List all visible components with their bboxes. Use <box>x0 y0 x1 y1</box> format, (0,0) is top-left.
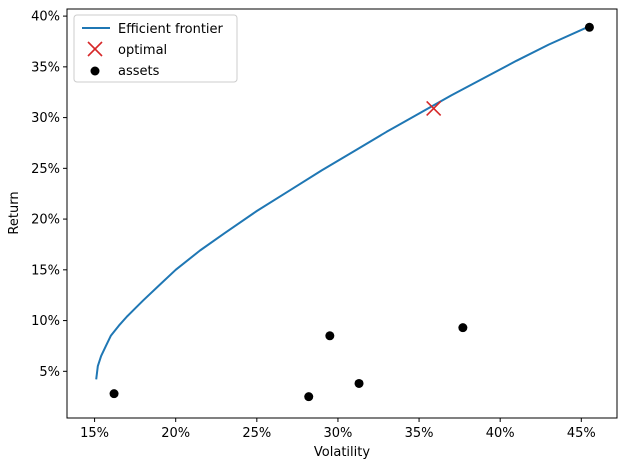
asset-point <box>584 22 594 32</box>
asset-point <box>354 378 364 388</box>
legend-entry: assets <box>90 64 160 79</box>
legend-x-swatch <box>87 41 103 57</box>
y-tick-label: 25% <box>31 162 60 177</box>
y-tick-label: 30% <box>31 111 60 126</box>
y-tick-label: 35% <box>31 60 60 75</box>
y-tick-label: 5% <box>39 365 60 380</box>
x-tick-label: 25% <box>242 426 271 441</box>
y-tick-label: 10% <box>31 314 60 329</box>
legend-entry: Efficient frontier <box>82 22 224 37</box>
asset-point <box>304 392 314 402</box>
x-tick-label: 15% <box>80 426 109 441</box>
plot-marks <box>95 22 594 402</box>
asset-point <box>458 323 468 333</box>
plot-frame <box>66 8 618 419</box>
x-tick-label: 30% <box>323 426 352 441</box>
legend: Efficient frontier optimal assets <box>73 14 238 83</box>
x-tick-label: 45% <box>567 426 596 441</box>
x-tick-label: 20% <box>161 426 190 441</box>
x-tick-label: 35% <box>405 426 434 441</box>
asset-point <box>109 389 119 399</box>
y-tick-label: 15% <box>31 263 60 278</box>
optimal-marker <box>426 100 442 117</box>
legend-entry: optimal <box>87 41 167 58</box>
legend-label: optimal <box>118 43 167 58</box>
frontier-line <box>95 25 590 380</box>
x-axis: 15% 20% 25% 30% 35% 40% 45% <box>80 418 596 441</box>
y-tick-label: 20% <box>31 213 60 228</box>
y-tick-label: 40% <box>31 10 60 25</box>
legend-label: assets <box>118 64 160 79</box>
asset-point <box>325 331 335 341</box>
x-axis-label: Volatility <box>314 445 370 460</box>
legend-label: Efficient frontier <box>118 22 224 37</box>
y-axis: 5% 10% 15% 20% 25% 30% 35% 40% <box>31 10 67 380</box>
y-axis-label: Return <box>7 191 22 234</box>
x-tick-label: 40% <box>486 426 515 441</box>
legend-dot-swatch <box>90 66 100 76</box>
legend-box <box>73 14 238 83</box>
